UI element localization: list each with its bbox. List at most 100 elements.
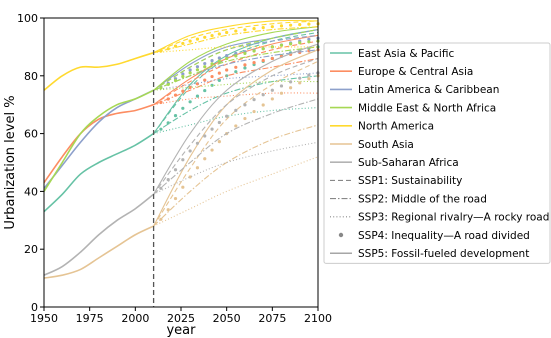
legend-item: SSP5: Fossil-fueled development	[330, 248, 529, 260]
ssp1-line-north-america	[153, 20, 319, 54]
ssp5-line-south-asia	[153, 49, 319, 227]
ssp4-point	[203, 65, 207, 69]
ssp2-line-middle-east-north-africa	[153, 46, 319, 91]
ssp4-point	[188, 71, 192, 75]
x-tick-label: 1975	[76, 312, 104, 325]
ssp4-point	[234, 51, 238, 56]
legend-item: North America	[330, 121, 434, 133]
ssp4-point	[298, 41, 302, 45]
ssp4-point	[252, 109, 256, 114]
legend-items: East Asia & Pacific Europe & Central Asia…	[330, 48, 549, 260]
historical-line-east-asia-pacific	[43, 132, 155, 213]
ssp4-line-middle-east-north-africa	[159, 39, 320, 90]
ssp4-point	[289, 23, 293, 27]
historical-line-sub-saharan-africa	[43, 193, 155, 276]
legend-label: SSP1: Sustainability	[358, 175, 462, 187]
ssp4-point	[166, 82, 170, 87]
ssp4-line-south-asia	[159, 74, 320, 221]
ssp4-point	[234, 70, 238, 74]
ssp4-point	[261, 103, 265, 107]
ssp4-point	[159, 86, 163, 90]
ssp4-point	[252, 49, 256, 53]
ssp4-point	[159, 127, 163, 131]
region-north-america	[43, 19, 320, 91]
x-tick-label: 2075	[258, 312, 286, 325]
legend-label: Europe & Central Asia	[358, 66, 473, 78]
ssp4-point	[166, 121, 170, 125]
ssp4-point	[217, 120, 221, 125]
region-sub-saharan-africa	[43, 43, 320, 276]
ssp1-line-middle-east-north-africa	[153, 29, 319, 91]
ssp4-point	[159, 186, 163, 190]
legend-label: SSP3: Regional rivalry—A rocky road	[358, 212, 549, 224]
legend-label: SSP5: Fossil-fueled development	[358, 248, 529, 260]
ssp4-point	[173, 196, 178, 201]
ssp1-line-sub-saharan-africa	[153, 57, 319, 195]
ssp2-line-sub-saharan-africa	[153, 98, 319, 195]
ssp4-point	[195, 166, 200, 170]
ssp4-line-north-america	[159, 22, 320, 53]
ssp4-point	[243, 51, 247, 55]
ssp4-point	[159, 100, 163, 104]
ssp4-point	[195, 141, 200, 145]
ssp4-point	[261, 25, 265, 30]
ssp3-line-south-asia	[153, 156, 319, 227]
ssp4-point	[195, 65, 200, 69]
ssp4-point	[307, 40, 311, 44]
legend-label: Sub-Saharan Africa	[358, 157, 459, 169]
y-axis-ticks: 0 20 40 60 80 100	[17, 12, 44, 314]
ssp1-line-south-asia	[153, 60, 319, 227]
ssp4-point	[210, 33, 214, 38]
ssp4-point	[188, 68, 192, 72]
ssp4-point	[173, 93, 178, 97]
ssp4-point	[252, 98, 256, 102]
region-east-asia-pacific	[43, 29, 320, 213]
ssp4-point	[279, 43, 284, 47]
ssp4-point	[195, 37, 200, 41]
ssp4-point	[166, 97, 170, 101]
legend-label: South Asia	[358, 139, 414, 151]
ssp4-point	[234, 65, 238, 69]
ssp4-point	[243, 116, 247, 121]
ssp4-point	[252, 61, 256, 65]
ssp4-point	[279, 84, 284, 88]
ssp3-line-latin-america-caribbean	[153, 72, 319, 91]
legend-item: SSP3: Regional rivalry—A rocky road	[330, 212, 549, 224]
x-tick-label: 2100	[304, 312, 332, 325]
ssp4-point	[166, 178, 170, 182]
ssp4-point	[217, 59, 221, 63]
ssp4-point	[188, 39, 192, 43]
ssp4-point	[298, 22, 302, 27]
legend-label: East Asia & Pacific	[358, 48, 454, 60]
ssp4-point	[203, 88, 207, 93]
y-tick-label: 80	[24, 70, 38, 83]
ssp5-line-north-america	[153, 19, 319, 54]
ssp4-point	[181, 89, 185, 93]
ssp4-point	[181, 185, 185, 189]
ssp4-point	[203, 134, 207, 138]
ssp4-point	[243, 103, 247, 107]
region-middle-east-north-africa	[43, 26, 320, 192]
ssp4-point	[203, 157, 207, 161]
ssp4-point	[210, 148, 214, 152]
x-tick-label: 2050	[213, 312, 241, 325]
ssp4-point	[270, 88, 274, 92]
ssp3-line-sub-saharan-africa	[153, 141, 319, 195]
legend-label: North America	[358, 121, 434, 133]
ssp4-point	[270, 97, 274, 101]
ssp4-point	[234, 54, 238, 58]
ssp4-point	[261, 58, 265, 63]
ssp4-point	[173, 44, 178, 48]
ssp4-point	[307, 49, 311, 53]
ssp4-point	[289, 42, 293, 46]
ssp4-point	[217, 140, 221, 144]
ssp4-line-sub-saharan-africa	[159, 71, 320, 190]
y-tick-label: 0	[31, 301, 38, 314]
ssp4-point	[173, 114, 178, 118]
legend-item: Europe & Central Asia	[330, 66, 473, 78]
ssp4-point	[203, 78, 207, 82]
ssp4-point	[307, 37, 311, 42]
y-axis-label: Urbanization level %	[3, 95, 18, 229]
legend-item: South Asia	[330, 139, 414, 151]
